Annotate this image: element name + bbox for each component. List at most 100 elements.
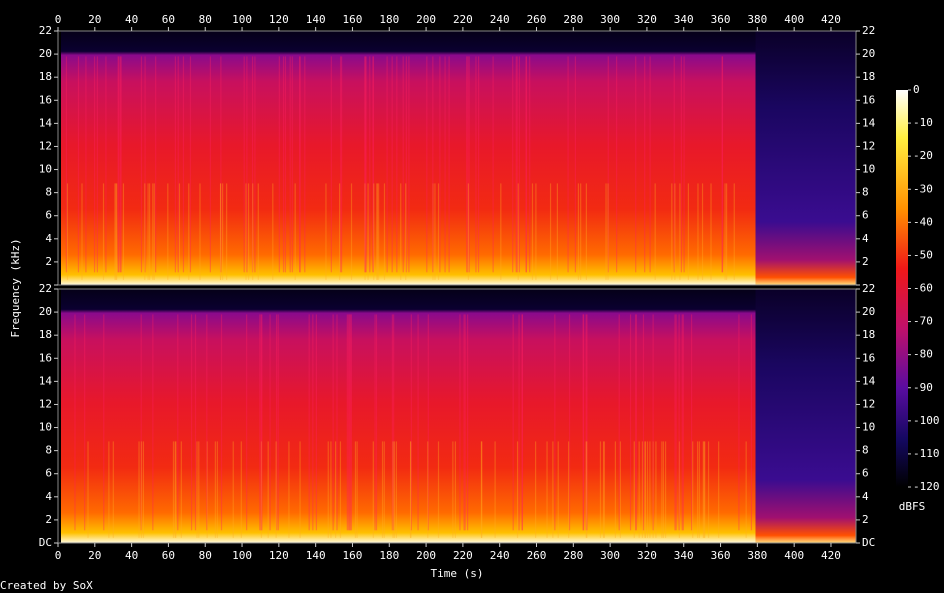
texture-streak	[629, 314, 632, 531]
y-tick-label: 10	[862, 421, 875, 434]
texture-streak	[582, 314, 584, 531]
texture-streak	[549, 183, 552, 280]
texture-streak	[356, 441, 358, 538]
texture-streak	[74, 314, 76, 531]
texture-streak	[710, 183, 712, 280]
texture-streak	[649, 56, 651, 273]
texture-streak	[518, 314, 520, 531]
texture-streak	[383, 441, 385, 538]
texture-streak	[93, 56, 96, 273]
colorbar-label: dBFS	[899, 500, 926, 513]
x-tick-label: 220	[453, 13, 473, 26]
texture-streak	[649, 441, 651, 538]
texture-streak	[299, 56, 301, 273]
y-tick-label: 16	[862, 351, 875, 364]
texture-streak	[66, 183, 69, 280]
x-tick-label: 60	[162, 549, 175, 562]
texture-streak	[529, 56, 531, 273]
colorbar-tick-label: -70	[913, 315, 933, 328]
x-tick-label: 40	[125, 13, 138, 26]
texture-streak	[586, 314, 588, 531]
colorbar-tick-label: -80	[913, 348, 933, 361]
texture-streak	[364, 183, 366, 280]
x-tick-label: 380	[747, 549, 767, 562]
texture-streak	[118, 56, 120, 273]
texture-streak	[463, 314, 465, 531]
y-tick-label: 20	[39, 305, 52, 318]
texture-streak	[330, 441, 332, 538]
texture-streak	[144, 183, 146, 280]
texture-streak	[682, 314, 684, 531]
texture-streak	[289, 56, 291, 273]
texture-streak	[690, 314, 693, 531]
texture-streak	[674, 183, 676, 280]
y-tick-label: 12	[862, 139, 875, 152]
texture-streak	[721, 56, 724, 273]
y-tick-label: 22	[862, 282, 875, 295]
x-tick-label: 100	[232, 13, 252, 26]
texture-streak	[374, 314, 376, 531]
x-tick-label: 0	[55, 13, 62, 26]
texture-streak	[339, 56, 342, 273]
plot-frame	[57, 30, 857, 286]
texture-streak	[288, 441, 290, 538]
texture-streak	[174, 441, 176, 538]
texture-streak	[467, 314, 469, 531]
texture-streak	[454, 441, 456, 538]
texture-streak	[114, 183, 116, 280]
x-tick-label: 220	[453, 549, 473, 562]
texture-streak	[257, 183, 259, 280]
texture-streak	[103, 314, 105, 531]
texture-streak	[616, 56, 618, 273]
x-tick-label: 260	[527, 549, 547, 562]
texture-streak	[85, 56, 87, 273]
texture-streak	[267, 441, 269, 538]
texture-streak	[116, 183, 118, 280]
texture-streak	[391, 314, 393, 531]
y-tick-label: 12	[39, 139, 52, 152]
texture-streak	[641, 441, 644, 538]
texture-streak	[525, 56, 527, 273]
texture-streak	[718, 441, 720, 538]
texture-streak	[444, 56, 446, 273]
y-tick-label: 14	[862, 374, 876, 387]
colorbar-tick-label: -120	[913, 480, 940, 493]
texture-streak	[180, 441, 182, 538]
texture-streak	[122, 183, 125, 280]
texture-streak	[531, 183, 534, 280]
texture-streak	[84, 314, 86, 531]
spectrogram-tail	[755, 31, 856, 285]
texture-streak	[222, 183, 224, 280]
texture-streak	[614, 441, 617, 538]
x-tick-label: 300	[600, 13, 620, 26]
texture-streak	[535, 183, 537, 280]
texture-streak	[646, 441, 649, 538]
colorbar-tick-label: -30	[913, 182, 933, 195]
texture-streak	[635, 314, 637, 531]
y-tick-label: 22	[862, 24, 875, 37]
colorbar-tick-label: -20	[913, 149, 933, 162]
y-tick-label: 16	[862, 93, 875, 106]
texture-streak	[516, 56, 518, 273]
texture-streak	[701, 183, 704, 280]
y-tick-label: 2	[45, 513, 52, 526]
texture-streak	[582, 314, 585, 531]
texture-streak	[147, 183, 149, 280]
texture-streak	[220, 314, 223, 531]
texture-streak	[644, 56, 646, 273]
texture-streak	[642, 314, 645, 531]
texture-streak	[679, 183, 681, 280]
texture-streak	[251, 56, 254, 273]
texture-streak	[172, 441, 175, 538]
texture-streak	[680, 56, 682, 273]
texture-streak	[605, 183, 607, 280]
texture-streak	[315, 314, 318, 531]
texture-streak	[115, 183, 117, 280]
texture-streak	[339, 441, 342, 538]
y-tick-label: 8	[45, 186, 52, 199]
texture-streak	[102, 183, 105, 280]
texture-streak	[117, 56, 119, 273]
texture-streak	[198, 441, 200, 538]
